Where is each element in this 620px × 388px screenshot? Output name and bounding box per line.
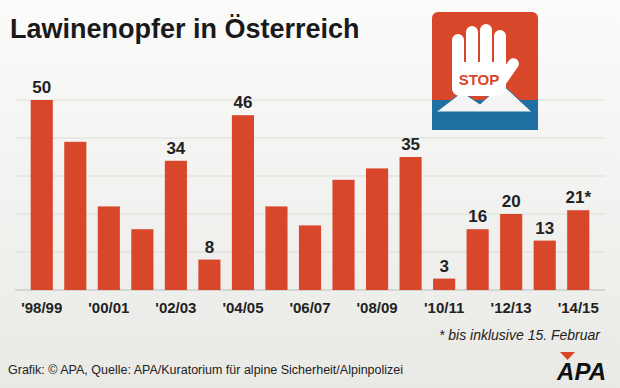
stop-icon: STOP <box>432 12 538 130</box>
x-tick-label: '08/09 <box>357 299 398 316</box>
grid-line <box>15 176 605 177</box>
chart: Lawinenopfer in Österreich 50 34 8 46 35 3 16 20… <box>0 0 620 388</box>
bar <box>433 279 455 290</box>
x-tick-label: '98/99 <box>21 299 62 316</box>
bar <box>500 214 522 290</box>
title: Lawinenopfer in Österreich <box>10 14 360 44</box>
bar <box>534 241 556 290</box>
bar <box>232 115 254 290</box>
data-label: 3 <box>439 257 448 276</box>
source: Grafik: © APA, Quelle: APA/Kuratorium fü… <box>8 363 403 377</box>
x-tick-label: '12/13 <box>491 299 532 316</box>
bar <box>64 142 86 290</box>
bar <box>366 168 388 290</box>
bar <box>400 157 422 290</box>
x-tick-label: '02/03 <box>155 299 196 316</box>
x-tick-label: '14/15 <box>558 299 599 316</box>
bar <box>165 161 187 290</box>
data-label: 21* <box>565 188 591 207</box>
bars <box>31 100 590 290</box>
bar <box>198 260 220 290</box>
background <box>0 0 620 388</box>
bar <box>31 100 53 290</box>
bar <box>467 229 489 290</box>
bar <box>299 225 321 290</box>
x-tick-label: '04/05 <box>222 299 263 316</box>
x-tick-label: '10/11 <box>424 299 464 316</box>
grid-line <box>15 138 605 139</box>
logo: APA <box>556 358 606 385</box>
icon-label: STOP <box>459 71 500 88</box>
data-label: 35 <box>401 135 420 154</box>
data-label: 13 <box>535 219 554 238</box>
bar <box>265 206 287 290</box>
x-tick-label: '06/07 <box>289 299 330 316</box>
x-tick-label: '00/01 <box>88 299 129 316</box>
icon-palm <box>452 62 506 96</box>
data-label: 34 <box>166 139 185 158</box>
bar <box>98 206 120 290</box>
icon-bg <box>432 12 538 130</box>
data-label: 20 <box>502 192 521 211</box>
data-label: 50 <box>32 78 51 97</box>
footnote: * bis inklusive 15. Februar <box>439 327 601 343</box>
bar <box>131 229 153 290</box>
data-label: 16 <box>468 207 487 226</box>
data-label: 46 <box>233 93 252 112</box>
data-label: 8 <box>205 238 214 257</box>
bar <box>332 180 354 290</box>
bar <box>567 210 589 290</box>
